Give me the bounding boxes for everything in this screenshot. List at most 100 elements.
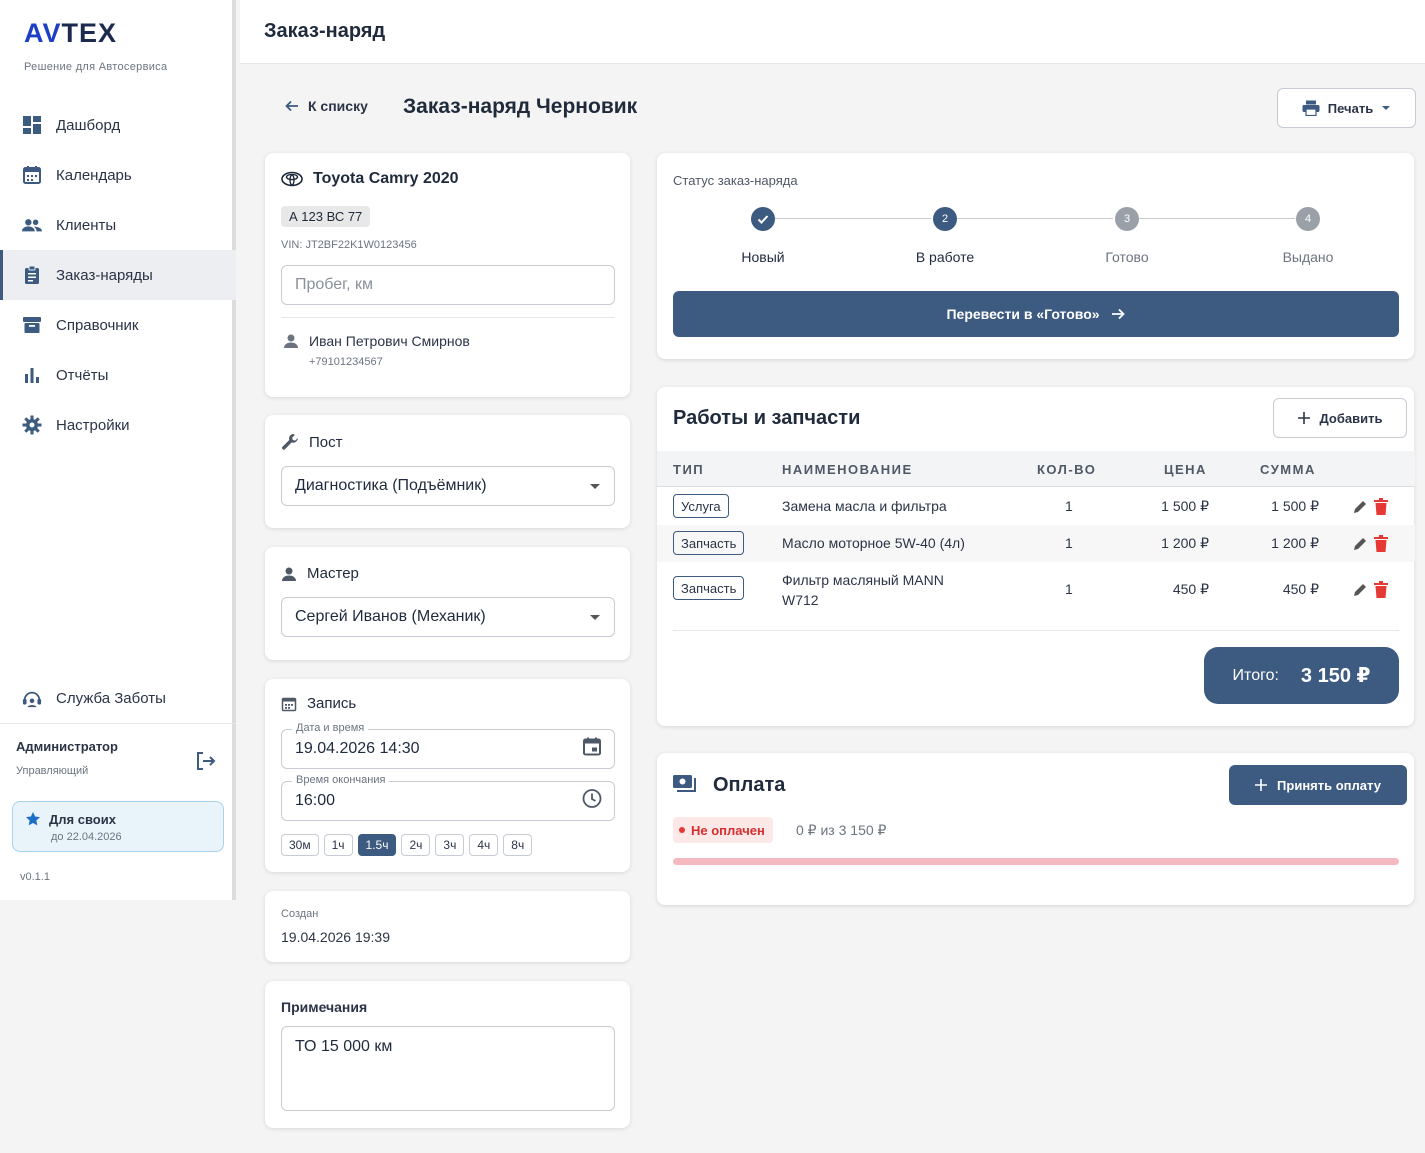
arrow-left-icon	[285, 100, 298, 112]
divider	[673, 630, 1399, 631]
edit-icon[interactable]	[1352, 536, 1368, 557]
cell-name: Масло моторное 5W-40 (4л)	[782, 535, 965, 551]
duration-chip[interactable]: 2ч	[401, 834, 431, 856]
back-to-list-link[interactable]: К списку	[284, 98, 368, 114]
sidebar-item-clients[interactable]: Клиенты	[0, 200, 236, 250]
sidebar-item-label: Отчёты	[56, 366, 109, 384]
client-name[interactable]: Иван Петрович Смирнов	[309, 333, 470, 349]
duration-chip[interactable]: 8ч	[503, 834, 533, 856]
cell-price: 450 ₽	[1172, 581, 1209, 597]
total-label: Итого:	[1232, 666, 1279, 684]
type-badge: Услуга	[673, 494, 729, 518]
cash-icon	[673, 775, 697, 800]
star-icon	[25, 811, 41, 832]
support-label: Служба Заботы	[56, 690, 166, 707]
sidebar-item-label: Календарь	[56, 166, 132, 184]
add-item-button[interactable]: Добавить	[1273, 398, 1407, 438]
works-card: Работы и запчасти Добавить ТИП НАИМЕНОВА…	[657, 387, 1415, 726]
cell-price: 1 500 ₽	[1161, 498, 1209, 514]
chevron-down-icon	[1382, 106, 1391, 110]
header-title: Заказ-наряд	[264, 20, 386, 42]
step-name-in-progress: В работе	[915, 249, 975, 265]
duration-chip-active[interactable]: 1.5ч	[357, 834, 397, 856]
notes-textarea[interactable]: ТО 15 000 км	[281, 1026, 615, 1111]
calendar-icon[interactable]	[582, 737, 602, 762]
sidebar-item-label: Клиенты	[56, 216, 117, 234]
gear-icon	[22, 415, 42, 435]
divider	[281, 317, 615, 318]
clipboard-icon	[22, 265, 42, 285]
plus-icon	[1255, 779, 1268, 791]
notes-card: Примечания ТО 15 000 км	[265, 981, 630, 1128]
accept-payment-button[interactable]: Принять оплату	[1229, 765, 1407, 805]
duration-chip[interactable]: 30м	[281, 834, 319, 856]
admin-name: Администратор	[16, 739, 118, 754]
end-time-label: Время окончания	[292, 774, 390, 786]
print-button[interactable]: Печать	[1277, 88, 1416, 128]
duration-chip[interactable]: 4ч	[469, 834, 499, 856]
logo[interactable]: AVTEX	[24, 18, 118, 48]
clock-icon[interactable]	[582, 789, 602, 814]
chevron-down-icon	[590, 484, 600, 489]
payment-card: Оплата Принять оплату Не оплачен 0 ₽ из …	[657, 753, 1414, 905]
duration-chip[interactable]: 1ч	[323, 834, 353, 856]
cell-sum: 450 ₽	[1282, 581, 1319, 597]
delete-icon[interactable]	[1374, 535, 1388, 557]
edit-icon[interactable]	[1352, 499, 1368, 520]
plan-title: Для своих	[49, 812, 116, 827]
sidebar-item-orders[interactable]: Заказ-наряды	[0, 250, 236, 300]
step-1-check-icon	[751, 207, 775, 231]
sidebar-item-catalog[interactable]: Справочник	[0, 300, 236, 350]
table-row[interactable]: Запчасть Масло моторное 5W-40 (4л) 1 1 2…	[657, 525, 1415, 562]
plan-badge[interactable]: Для своих до 22.04.2026	[12, 801, 224, 852]
table-header: ТИП НАИМЕНОВАНИЕ КОЛ-ВО ЦЕНА СУММА	[657, 451, 1415, 487]
master-select[interactable]: Сергей Иванов (Механик)	[281, 597, 615, 637]
printer-icon	[1302, 100, 1320, 116]
delete-icon[interactable]	[1374, 498, 1388, 520]
duration-chip[interactable]: 3ч	[435, 834, 465, 856]
master-card: Мастер Сергей Иванов (Механик)	[265, 547, 630, 660]
col-qty: КОЛ-ВО	[1037, 462, 1097, 477]
sidebar-item-reports[interactable]: Отчёты	[0, 350, 236, 400]
payment-title: Оплата	[713, 774, 786, 796]
delete-icon[interactable]	[1374, 581, 1388, 603]
advance-status-button[interactable]: Перевести в «Готово»	[673, 291, 1399, 337]
sidebar-item-support[interactable]: Служба Заботы	[0, 674, 236, 724]
created-label: Создан	[281, 908, 319, 920]
step-connector	[957, 218, 1113, 219]
step-4-marker: 4	[1296, 207, 1320, 231]
post-select[interactable]: Диагностика (Подъёмник)	[281, 466, 615, 506]
table-row[interactable]: Запчасть Фильтр масляный MANN W712 1 450…	[657, 562, 1415, 617]
arrow-right-icon	[1111, 308, 1125, 320]
col-price: ЦЕНА	[1164, 462, 1207, 477]
type-badge: Запчасть	[673, 576, 745, 600]
notes-label: Примечания	[281, 999, 368, 1015]
step-connector	[1139, 218, 1295, 219]
step-3-marker: 3	[1115, 207, 1139, 231]
table-row[interactable]: Услуга Замена масла и фильтра 1 1 500 ₽ …	[657, 488, 1415, 525]
step-name-new: Новый	[741, 249, 785, 265]
sidebar-item-dashboard[interactable]: Дашборд	[0, 100, 236, 150]
end-time-input[interactable]: Время окончания 16:00	[281, 774, 615, 821]
step-2-marker: 2	[933, 207, 957, 231]
edit-icon[interactable]	[1352, 582, 1368, 603]
person-icon	[282, 567, 296, 581]
sidebar-item-calendar[interactable]: Календарь	[0, 150, 236, 200]
step-connector	[775, 218, 931, 219]
people-icon	[22, 215, 42, 235]
payment-progress-bar	[673, 858, 1399, 865]
works-title: Работы и запчасти	[673, 407, 861, 429]
sidebar-item-settings[interactable]: Настройки	[0, 400, 236, 450]
print-label: Печать	[1327, 100, 1374, 116]
col-type: ТИП	[673, 462, 705, 477]
datetime-input[interactable]: Дата и время 19.04.2026 14:30	[281, 722, 615, 769]
type-badge: Запчасть	[673, 531, 745, 555]
plus-icon	[1297, 412, 1310, 424]
status-label: Статус заказ-наряда	[673, 173, 798, 188]
mileage-input[interactable]: Пробег, км	[281, 265, 615, 305]
client-phone: +79101234567	[309, 356, 383, 368]
cell-qty: 1	[1065, 581, 1073, 597]
license-plate: А 123 ВС 77	[281, 206, 371, 227]
sidebar-item-label: Настройки	[56, 416, 130, 434]
logout-icon[interactable]	[194, 750, 216, 772]
